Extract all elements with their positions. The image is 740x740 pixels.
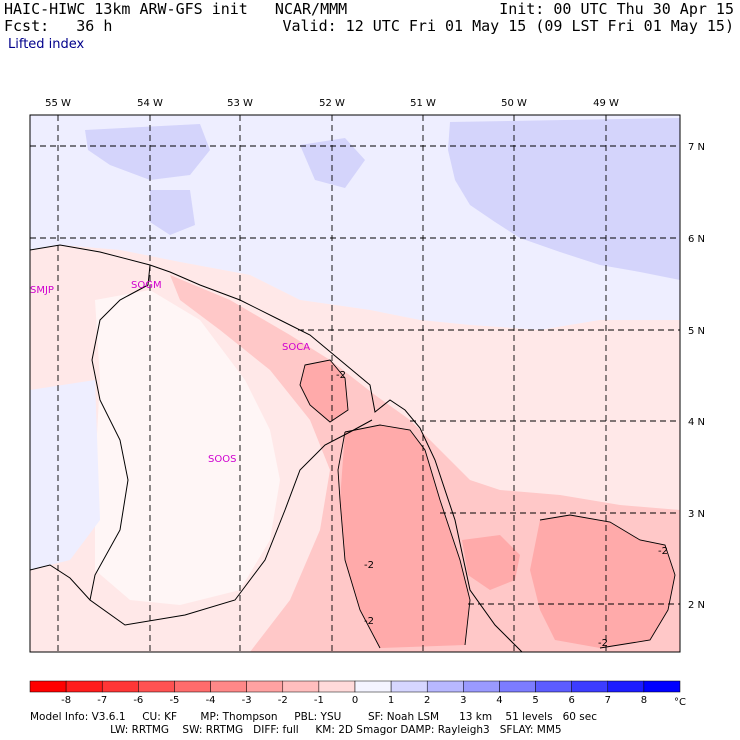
- colorbar-unit: °C: [674, 697, 686, 708]
- model-info-line2: LW: RRTMG SW: RRTMG DIFF: full KM: 2D Sm…: [30, 724, 562, 736]
- colorbar-tick-label: 7: [605, 695, 611, 706]
- colorbar-tick-label: -6: [133, 695, 143, 706]
- header-valid-time: Valid: 12 UTC Fri 01 May 15 (09 LST Fri …: [282, 17, 734, 35]
- station-label: SMJP: [30, 285, 54, 296]
- colorbar-swatch: [571, 680, 609, 693]
- colorbar-tick-label: 0: [352, 695, 358, 706]
- colorbar-tick-label: 6: [568, 695, 574, 706]
- contour-label: -2: [658, 546, 668, 557]
- colorbar-swatch: [29, 680, 67, 693]
- plot-frame: [29, 114, 681, 653]
- latitude-labels: 7 N 6 N 5 N 4 N 3 N 2 N: [688, 142, 705, 611]
- contour-lines: [299, 359, 676, 649]
- colorbar-swatch: [318, 680, 356, 693]
- header-forecast-hour: Fcst: 36 h: [4, 17, 113, 35]
- station-label: SOGM: [131, 280, 162, 291]
- lat-label: 5 N: [688, 326, 705, 337]
- lon-label: 55 W: [45, 98, 71, 109]
- lon-label: 49 W: [593, 98, 619, 109]
- colorbar-tick-label: 1: [388, 695, 394, 706]
- colorbar-swatch: [246, 680, 284, 693]
- colorbar-swatch: [354, 680, 392, 693]
- lon-label: 52 W: [319, 98, 345, 109]
- colorbar-tick-label: -4: [206, 695, 216, 706]
- field-name: Lifted index: [8, 37, 85, 52]
- colorbar-swatch: [499, 680, 536, 693]
- colorbar-tick-label: 5: [532, 695, 538, 706]
- header-init-time: Init: 00 UTC Thu 30 Apr 15: [499, 0, 734, 18]
- lon-label: 50 W: [501, 98, 527, 109]
- lat-label: 3 N: [688, 509, 705, 520]
- coastline-borders: [30, 244, 523, 652]
- colorbar-tick-label: -7: [97, 695, 107, 706]
- colorbar-tick-label: 2: [424, 695, 430, 706]
- lon-label: 53 W: [227, 98, 253, 109]
- colorbar-swatch: [390, 680, 428, 693]
- lat-label: 4 N: [688, 417, 705, 428]
- colorbar-swatch: [138, 680, 175, 693]
- colorbar-tick-label: -5: [169, 695, 179, 706]
- longitude-labels: 55 W 54 W 53 W 52 W 51 W 50 W 49 W: [45, 98, 619, 109]
- colorbar-tick-label: -8: [61, 695, 71, 706]
- lon-label: 51 W: [410, 98, 436, 109]
- lat-lon-grid: [30, 115, 680, 652]
- header-title: HAIC-HIWC 13km ARW-GFS init NCAR/MMM: [4, 0, 348, 18]
- lat-label: 2 N: [688, 600, 705, 611]
- colorbar-swatch: [535, 680, 572, 693]
- colorbar-swatch: [282, 680, 320, 693]
- colorbar-swatch: [174, 680, 211, 693]
- colorbar-swatch: [101, 680, 139, 693]
- colorbar-swatch: [463, 680, 500, 693]
- colorbar: -8 -7 -6 -5 -4 -3 -2 -1 0 1 2 3 4 5 6 7 8: [29, 680, 681, 706]
- colorbar-tick-label: 4: [496, 695, 502, 706]
- contour-label: -2: [598, 638, 608, 649]
- colorbar-swatch: [210, 680, 247, 693]
- colorbar-tick-label: -1: [314, 695, 324, 706]
- contour-label: -2: [364, 560, 374, 571]
- colorbar-swatch: [65, 680, 103, 693]
- colorbar-tick-label: -3: [242, 695, 252, 706]
- contour-label: -2: [364, 616, 374, 627]
- colorbar-swatch: [607, 680, 645, 693]
- station-label: SOCA: [282, 342, 310, 353]
- colorbar-swatch: [426, 680, 464, 693]
- lat-label: 7 N: [688, 142, 705, 153]
- contour-label: -2: [336, 370, 346, 381]
- lifted-index-field: [30, 115, 680, 652]
- lon-label: 54 W: [137, 98, 163, 109]
- station-labels: SMJP SOGM SOCA SOOS: [30, 280, 310, 465]
- contour-value-labels: -2 -2 -2 -2 -2: [336, 370, 668, 649]
- colorbar-tick-label: 3: [460, 695, 466, 706]
- model-info-line1: Model Info: V3.6.1 CU: KF MP: Thompson P…: [30, 711, 597, 723]
- station-label: SOOS: [208, 454, 236, 465]
- colorbar-swatch: [643, 680, 681, 693]
- colorbar-tick-label: 8: [641, 695, 647, 706]
- colorbar-tick-label: -2: [278, 695, 288, 706]
- lat-label: 6 N: [688, 234, 705, 245]
